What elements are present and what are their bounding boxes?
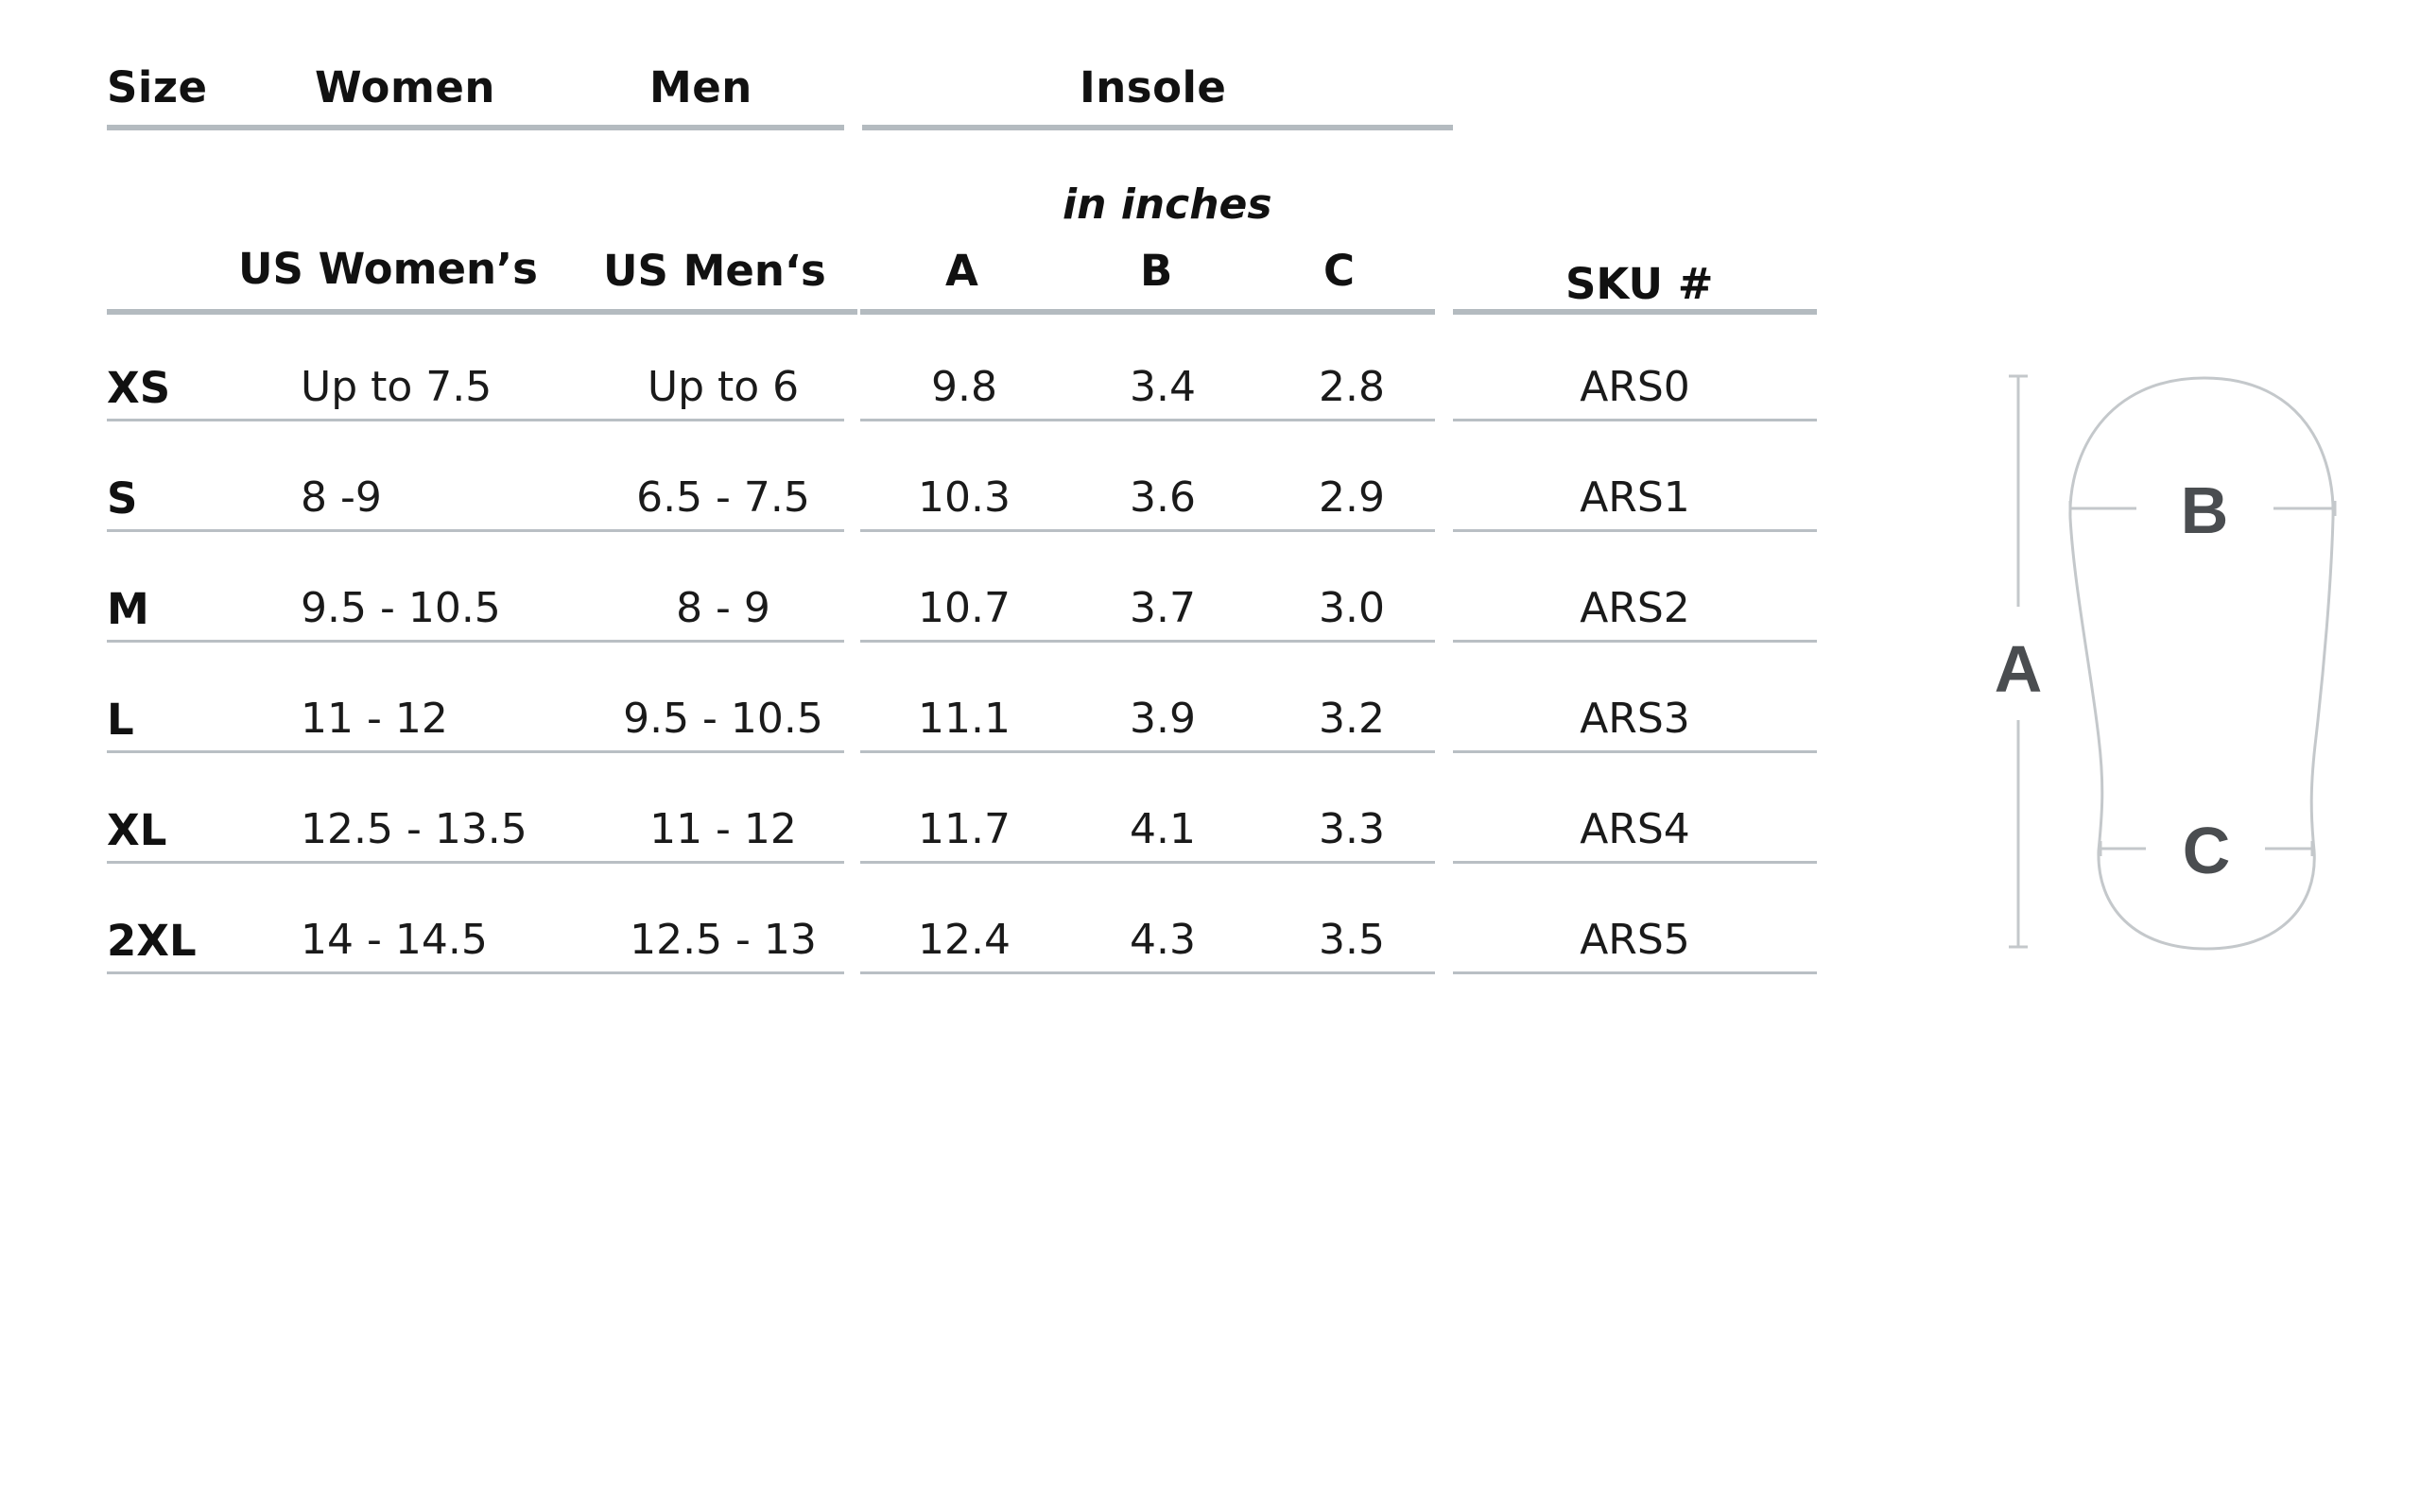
cell-women: 11 - 12 [301, 695, 448, 743]
col-header-men: Men [649, 62, 752, 112]
cell-b: 4.3 [1130, 916, 1196, 964]
cell-men: 8 - 9 [676, 584, 770, 632]
cell-c: 3.3 [1319, 805, 1385, 853]
cell-b: 3.6 [1130, 473, 1196, 522]
row-divider [860, 971, 1435, 974]
cell-c: 3.0 [1319, 584, 1385, 632]
subheader-c: C [1323, 246, 1356, 296]
row-divider [860, 750, 1435, 753]
cell-b: 3.9 [1130, 695, 1196, 743]
cell-sku: ARS2 [1580, 584, 1690, 632]
insole-outline [2068, 376, 2335, 951]
row-divider [860, 861, 1435, 864]
row-divider [1453, 640, 1817, 643]
cell-a: 10.7 [918, 584, 1011, 632]
cell-women: 9.5 - 10.5 [301, 584, 501, 632]
cell-size: 2XL [107, 916, 197, 966]
cell-women: 8 -9 [301, 473, 382, 522]
cell-men: 12.5 - 13 [630, 916, 817, 964]
cell-men: 9.5 - 10.5 [623, 695, 823, 743]
cell-sku: ARS0 [1580, 363, 1690, 411]
cell-men: Up to 6 [647, 363, 800, 411]
subheader-us-mens: US Men‘s [603, 246, 826, 296]
row-divider [107, 861, 844, 864]
cell-a: 10.3 [918, 473, 1011, 522]
row-divider [860, 419, 1435, 421]
cell-sku: ARS4 [1580, 805, 1690, 853]
cell-a: 9.8 [931, 363, 997, 411]
row-divider [107, 419, 844, 421]
unit-note: in inches [1063, 180, 1272, 229]
col-header-women: Women [315, 62, 495, 112]
cell-c: 3.5 [1319, 916, 1385, 964]
cell-b: 4.1 [1130, 805, 1196, 853]
cell-size: L [107, 695, 134, 745]
row-divider [860, 640, 1435, 643]
insole-outline-svg: A B C [1995, 374, 2337, 951]
cell-women: Up to 7.5 [301, 363, 493, 411]
col-header-insole: Insole [1080, 62, 1227, 112]
row-divider [1453, 529, 1817, 532]
cell-sku: ARS3 [1580, 695, 1690, 743]
row-divider [107, 750, 844, 753]
cell-c: 3.2 [1319, 695, 1385, 743]
cell-sku: ARS5 [1580, 916, 1690, 964]
cell-c: 2.9 [1319, 473, 1385, 522]
header-rule-insole [862, 125, 1453, 130]
row-divider [1453, 971, 1817, 974]
cell-c: 2.8 [1319, 363, 1385, 411]
row-divider [107, 529, 844, 532]
subheader-b: B [1140, 246, 1173, 296]
dimension-b-label: B [2181, 473, 2229, 547]
cell-b: 3.7 [1130, 584, 1196, 632]
subheader-us-womens: US Women’s [238, 244, 538, 294]
cell-size: M [107, 584, 149, 634]
row-divider [107, 971, 844, 974]
row-divider [1453, 419, 1817, 421]
header-rule-left [107, 125, 844, 130]
row-divider [1453, 861, 1817, 864]
col-header-size: Size [107, 62, 208, 112]
cell-b: 3.4 [1130, 363, 1196, 411]
dimension-c-label: C [2183, 814, 2231, 887]
cell-a: 12.4 [918, 916, 1011, 964]
cell-sku: ARS1 [1580, 473, 1690, 522]
dimension-a-label: A [1995, 632, 2043, 706]
row-divider [1453, 750, 1817, 753]
row-divider [860, 529, 1435, 532]
row-divider [107, 640, 844, 643]
cell-size: XL [107, 805, 167, 855]
subheader-a: A [945, 246, 978, 296]
cell-men: 11 - 12 [649, 805, 797, 853]
subheader-rule-left [107, 309, 857, 315]
subheader-rule-insole [860, 309, 1435, 315]
subheader-sku: SKU # [1565, 259, 1714, 309]
cell-men: 6.5 - 7.5 [636, 473, 810, 522]
cell-women: 12.5 - 13.5 [301, 805, 527, 853]
cell-size: XS [107, 363, 171, 413]
cell-a: 11.7 [918, 805, 1011, 853]
subheader-rule-sku [1453, 309, 1817, 315]
cell-women: 14 - 14.5 [301, 916, 488, 964]
cell-a: 11.1 [918, 695, 1011, 743]
insole-diagram: A B C [1947, 359, 2344, 964]
cell-size: S [107, 473, 138, 524]
